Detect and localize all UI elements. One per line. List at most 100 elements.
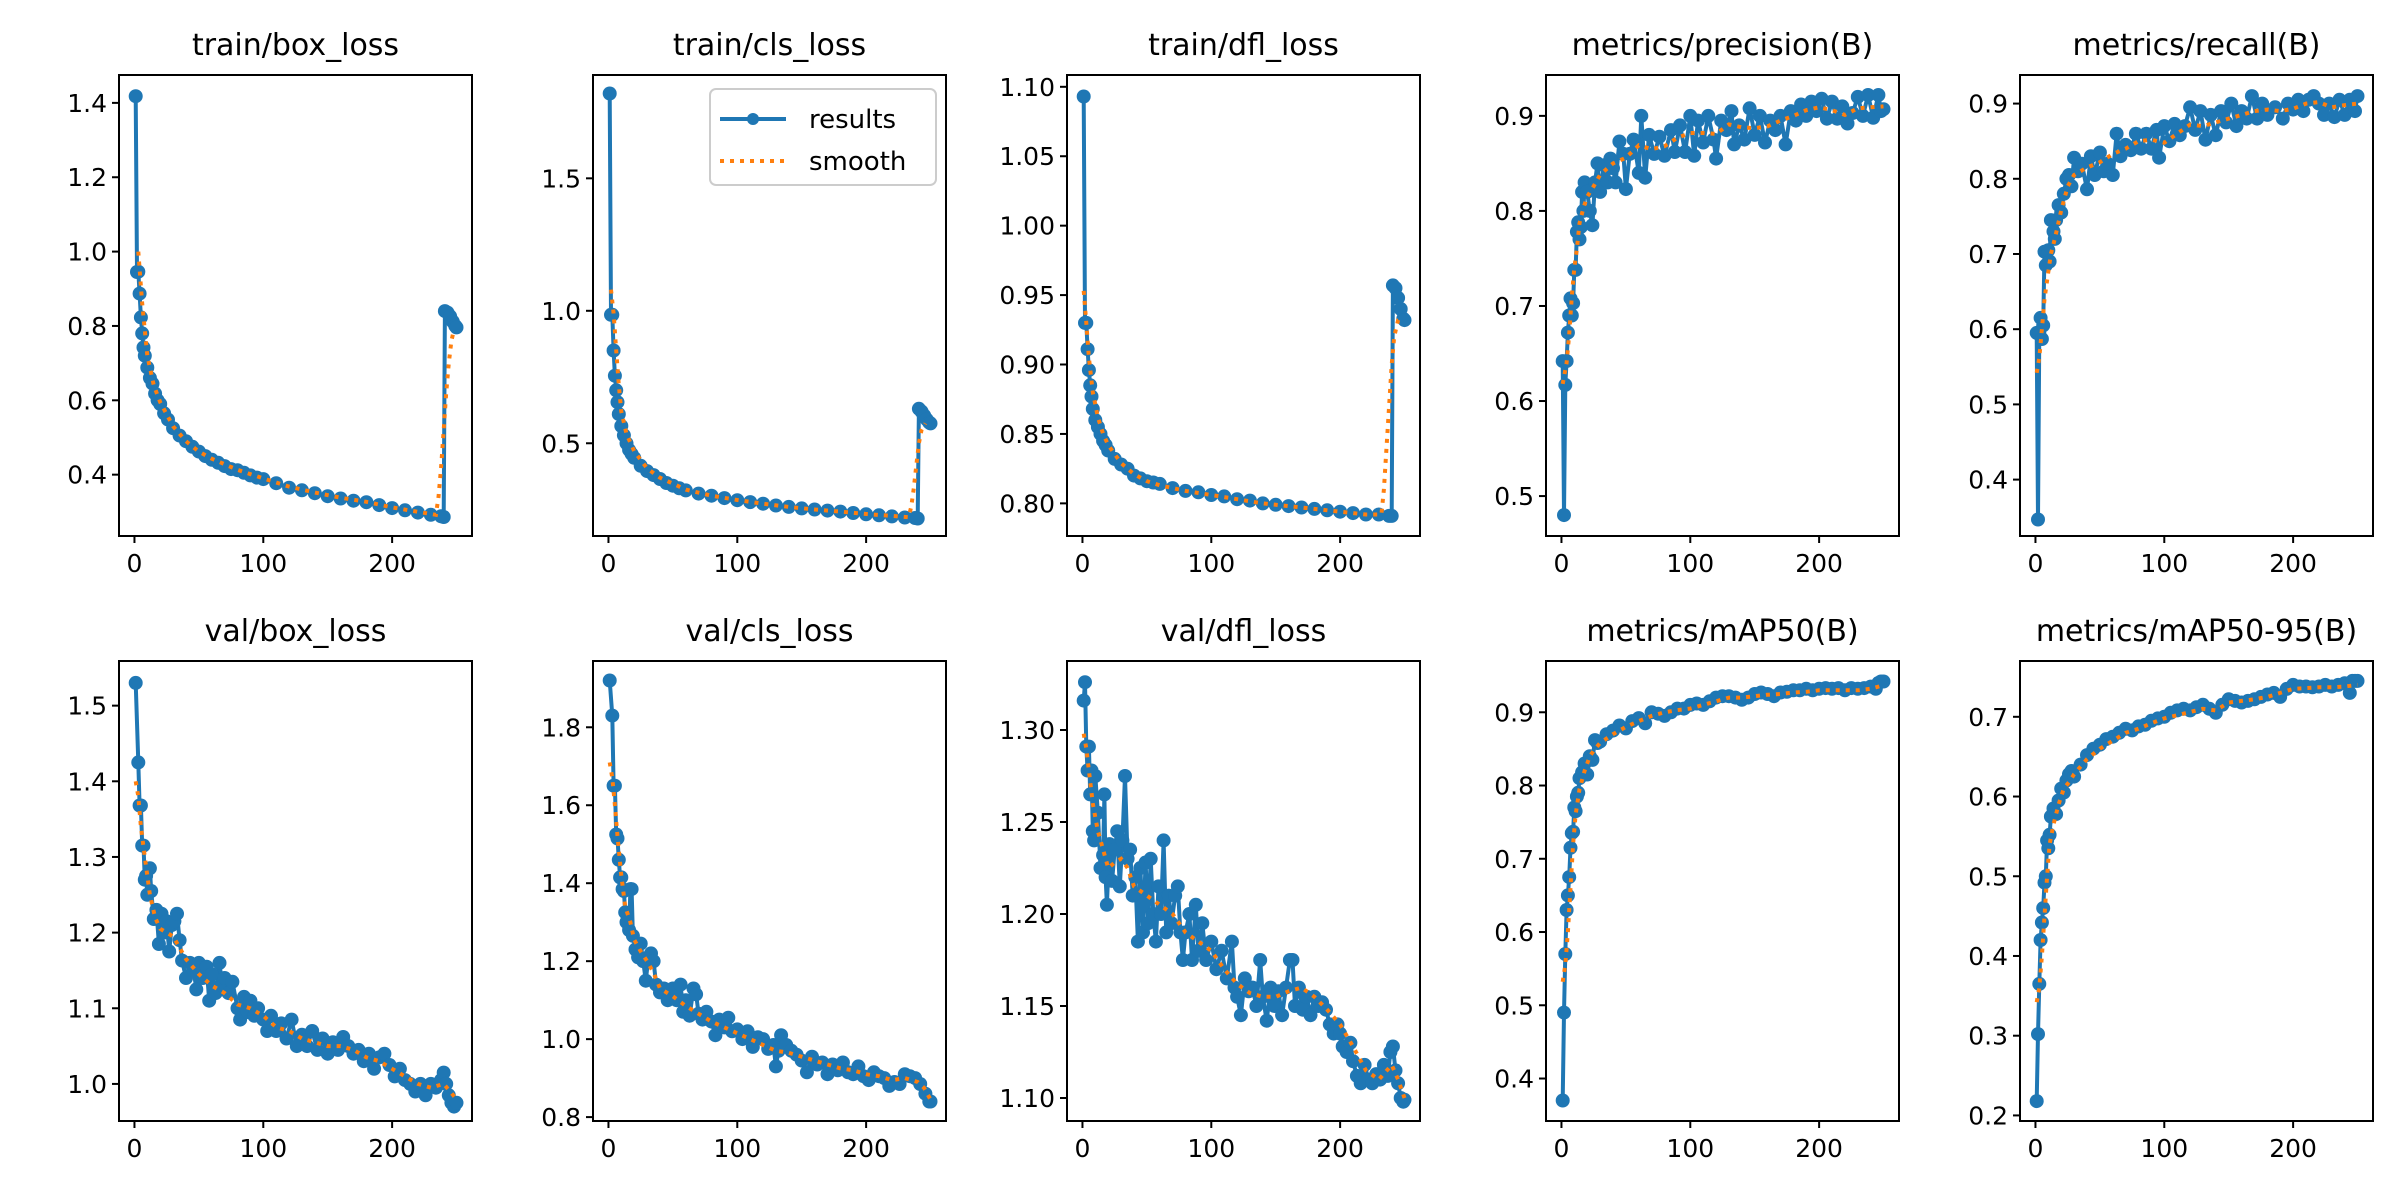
results-point xyxy=(2291,92,2306,107)
results-point xyxy=(136,838,151,853)
results-point xyxy=(1319,1002,1333,1017)
smooth-line xyxy=(2034,100,2358,374)
x-tick-label: 100 xyxy=(239,1134,287,1163)
results-point xyxy=(1156,833,1171,848)
y-tick-label: 1.10 xyxy=(999,73,1055,102)
y-tick-label: 1.20 xyxy=(999,900,1055,929)
y-tick-label: 1.05 xyxy=(999,142,1055,171)
results-point xyxy=(1819,111,1834,126)
results-point xyxy=(2032,976,2047,991)
legend-results-marker xyxy=(747,113,759,125)
results-point xyxy=(614,870,629,885)
results-line xyxy=(133,96,459,519)
y-tick-label: 1.5 xyxy=(541,164,581,193)
subplot-title: train/dfl_loss xyxy=(1148,28,1339,63)
legend-label-smooth: smooth xyxy=(809,147,906,177)
plot-area xyxy=(128,675,464,1114)
results-point xyxy=(717,491,732,506)
y-tick-label: 0.8 xyxy=(541,1103,581,1132)
results-point xyxy=(704,488,719,503)
results-point xyxy=(1638,170,1653,185)
results-point xyxy=(1618,182,1633,197)
x-tick-label: 200 xyxy=(1316,549,1364,578)
results-point xyxy=(884,509,899,524)
results-point xyxy=(2317,107,2331,122)
results-point xyxy=(162,944,177,959)
results-point xyxy=(128,89,143,104)
results-point xyxy=(1701,108,1716,123)
results-point xyxy=(1204,488,1219,502)
x-tick-label: 200 xyxy=(842,549,890,578)
results-point xyxy=(1612,134,1627,149)
results-point xyxy=(721,1010,736,1025)
results-point xyxy=(2041,841,2056,856)
results-point xyxy=(1151,879,1166,894)
results-point xyxy=(2224,96,2239,111)
results-point xyxy=(1606,161,1620,176)
results-point xyxy=(1385,1039,1400,1054)
y-tick-label: 1.2 xyxy=(67,919,107,948)
results-point xyxy=(1346,1054,1360,1069)
results-point xyxy=(1303,1008,1318,1023)
x-tick-label: 200 xyxy=(2269,549,2317,578)
results-point xyxy=(1219,971,1234,986)
subplot-title: metrics/mAP50-95(B) xyxy=(2036,614,2357,649)
results-point xyxy=(1233,1008,1248,1023)
x-tick-label: 100 xyxy=(2140,1134,2188,1163)
results-point xyxy=(2275,111,2290,126)
results-point xyxy=(756,496,771,511)
results-point xyxy=(689,987,704,1002)
axes-frame xyxy=(118,74,473,537)
x-tick-label: 200 xyxy=(1795,1134,1843,1163)
results-point xyxy=(170,906,184,921)
results-point xyxy=(410,505,425,520)
y-tick-label: 1.1 xyxy=(67,994,107,1023)
results-point xyxy=(1724,104,1739,119)
y-tick-label: 1.5 xyxy=(67,692,107,721)
axes-frame xyxy=(1066,74,1421,537)
y-tick-label: 0.4 xyxy=(67,461,107,490)
y-tick-label: 0.9 xyxy=(1494,102,1534,131)
results-point xyxy=(1143,851,1158,866)
results-point xyxy=(2296,104,2311,119)
results-point xyxy=(1170,879,1185,894)
results-point xyxy=(872,508,886,523)
results-point xyxy=(251,1001,266,1016)
y-tick-label: 0.3 xyxy=(1968,1022,2008,1051)
results-point xyxy=(1397,1092,1412,1107)
results-point xyxy=(2208,128,2223,143)
results-point xyxy=(1709,151,1724,166)
results-point xyxy=(2268,100,2283,115)
results-point xyxy=(1687,148,1702,163)
results-point xyxy=(910,511,925,526)
results-point xyxy=(2128,126,2143,141)
results-point xyxy=(611,852,626,867)
results-point xyxy=(1099,897,1114,912)
results-point xyxy=(1558,377,1573,392)
axes-frame xyxy=(1545,74,1900,537)
subplot-title: val/dfl_loss xyxy=(1161,614,1326,649)
results-point xyxy=(1573,220,1588,235)
results-point xyxy=(225,974,240,989)
results-point xyxy=(1255,496,1270,511)
y-tick-label: 0.4 xyxy=(1494,1065,1534,1094)
results-point xyxy=(1582,203,1597,218)
results-point xyxy=(2105,168,2120,182)
y-tick-label: 0.8 xyxy=(1494,197,1534,226)
subplot-title: train/box_loss xyxy=(192,28,399,63)
results-point xyxy=(2244,89,2259,104)
axes-frame xyxy=(1066,660,1421,1122)
results-point xyxy=(2033,933,2048,947)
results-point xyxy=(1217,489,1232,504)
results-point xyxy=(436,1065,451,1080)
results-point xyxy=(2350,89,2365,104)
results-point xyxy=(1076,89,1091,104)
smooth-line xyxy=(609,289,928,520)
y-tick-label: 1.25 xyxy=(999,808,1055,837)
results-point xyxy=(1333,504,1348,519)
results-point xyxy=(743,495,758,510)
results-point xyxy=(1557,508,1571,523)
y-tick-label: 1.0 xyxy=(67,1070,107,1099)
results-point xyxy=(1758,135,1772,150)
